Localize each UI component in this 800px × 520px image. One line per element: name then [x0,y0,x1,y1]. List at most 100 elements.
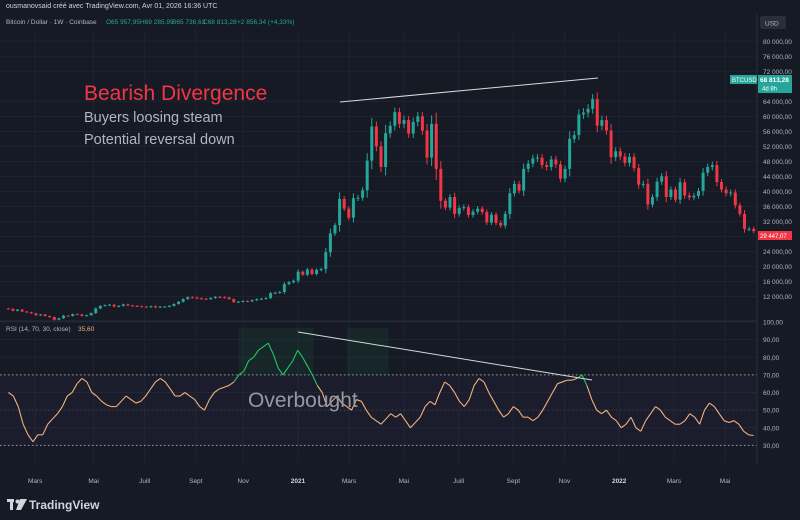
rsi-segment [743,430,749,436]
candle [462,204,466,211]
rsi-segment [164,381,171,390]
candle [177,300,181,305]
candle [223,296,227,299]
candle [568,131,572,177]
rsi-segment [630,416,637,428]
rsi-segment [552,383,558,393]
chart-area[interactable]: Bitcoin / Dollar · 1W · Coinbase O65 957… [0,14,800,490]
grid [0,30,757,463]
rsi-tick-label: 100,00 [763,320,783,327]
rsi-segment [253,349,259,358]
rsi-segment [32,434,39,443]
time-axis[interactable]: Mars Mai Juill Sept Nov 2021 Mars Mai Juill Sept N… [28,478,730,485]
price-axis[interactable]: 80 000,00 76 000,00 72 000,00 64 000,00 60 0… [763,39,792,301]
candle [420,112,424,135]
rsi-segment [400,413,406,422]
candle [186,296,190,300]
rsi-segment [47,418,53,425]
rsi-segment [419,406,426,418]
candle [457,205,461,217]
candle [370,117,374,170]
candle [356,194,360,202]
rsi-segment [395,413,401,418]
rsi-segment [27,434,34,443]
x-tick-label: Juill [453,478,465,485]
rsi-segment [287,360,294,369]
rsi-value: 35,60 [78,326,95,333]
candle [595,92,599,133]
rsi-segment [155,377,161,383]
rsi-segment [71,383,78,393]
rsi-segment [650,406,656,414]
rsi-segment [709,402,715,408]
ohlc-open: O65 957,95 [106,19,140,26]
rsi-segment [463,399,470,407]
candle [29,311,33,314]
rsi-segment [86,381,93,393]
candle [158,305,162,309]
x-tick-label: Mars [28,478,43,485]
rsi-segment [659,409,666,418]
rsi-segment [606,409,612,418]
rsi-segment [66,392,73,397]
candle [246,300,250,303]
candle [361,187,365,201]
candle [218,295,222,299]
rsi-segment [233,374,240,383]
candle [16,308,19,312]
candle [213,295,217,299]
candle [696,188,700,199]
x-tick-label: Nov [559,478,571,485]
price-tick-label: 80 000,00 [763,39,792,46]
rsi-segment [311,374,318,386]
x-tick-label: Mars [342,478,357,485]
candle [650,194,654,208]
price-tick-label: 16 000,00 [763,279,792,286]
rsi-segment [689,413,696,418]
currency-badge[interactable] [760,16,786,29]
rsi-segment [586,385,593,400]
candle [706,163,710,177]
rsi-segment [267,342,274,354]
rsi-trend-line[interactable] [297,331,593,381]
rsi-segment [306,365,313,376]
top-bar: ousmanovsaid créé avec TradingView.com, … [0,0,800,14]
candle [623,152,627,167]
rsi-label: RSI (14, 70, 30, close) [6,326,71,333]
rsi-segment [532,416,539,422]
rsi-series [8,342,754,443]
rsi-axis[interactable]: 100,00 90,00 80,00 70,00 60,00 50,00 40,00 30,0… [763,320,783,450]
rsi-segment [390,413,397,418]
candle [89,312,93,316]
rsi-segment [493,401,500,411]
candle [374,121,378,152]
candle [57,317,61,321]
rsi-segment [483,381,490,393]
candle [236,300,240,303]
candle [121,303,125,307]
candle [453,192,457,219]
candle [522,163,526,197]
candle [315,268,319,276]
candle [577,109,581,141]
rsi-segment [356,399,362,402]
candle [338,192,342,232]
rsi-segment [125,395,132,400]
rsi-segment [527,416,534,422]
candle [683,179,687,199]
rsi-segment [459,400,465,407]
price-trend-line[interactable] [339,77,599,103]
candle [20,309,24,313]
price-tick-label: 12 000,00 [763,294,792,301]
candle [586,104,590,118]
rsi-segment [199,406,205,411]
rsi-segment [718,413,725,422]
rsi-segment [517,409,524,418]
rsi-segment [17,406,24,425]
candle [204,297,208,300]
rsi-segment [248,356,254,362]
tradingview-logo-text: TradingView [29,498,100,512]
price-tag-symbol-bg [730,75,757,84]
candle [549,155,553,171]
candle [296,269,300,283]
